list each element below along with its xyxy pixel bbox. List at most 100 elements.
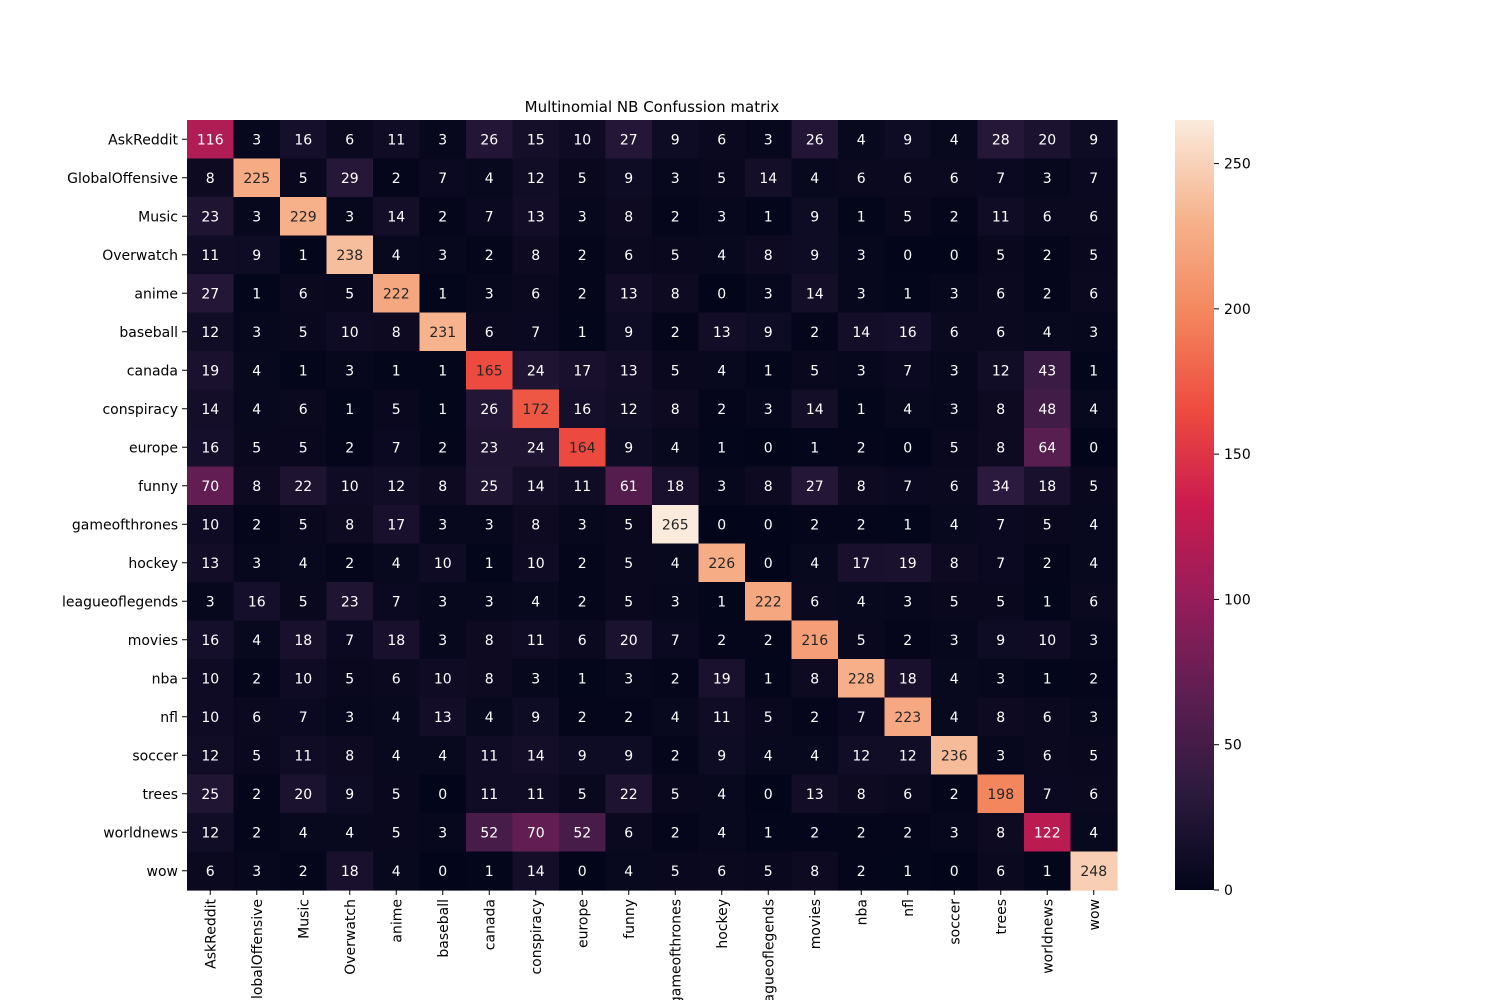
heatmap-cell bbox=[838, 120, 886, 160]
heatmap-cell bbox=[1024, 851, 1072, 891]
heatmap-cell bbox=[559, 274, 607, 314]
cell-value-label: 2 bbox=[671, 209, 680, 225]
heatmap-cell bbox=[187, 620, 235, 660]
cell-value-label: 4 bbox=[717, 363, 726, 379]
heatmap-cell bbox=[326, 466, 374, 506]
cell-value-label: 10 bbox=[434, 556, 452, 572]
heatmap-cell bbox=[419, 428, 467, 468]
heatmap-cell bbox=[977, 312, 1025, 352]
cell-value-label: 10 bbox=[341, 325, 359, 341]
heatmap-cell bbox=[838, 736, 886, 776]
heatmap-cell bbox=[326, 197, 374, 237]
cell-value-label: 3 bbox=[996, 671, 1005, 687]
cell-value-label: 3 bbox=[485, 286, 494, 302]
heatmap-cell bbox=[233, 774, 281, 814]
heatmap-cell bbox=[1070, 158, 1118, 198]
heatmap-cell bbox=[605, 274, 653, 314]
cell-value-label: 7 bbox=[345, 633, 354, 649]
column-tick-label: wow bbox=[1087, 899, 1103, 930]
cell-value-label: 14 bbox=[852, 325, 870, 341]
heatmap-cell bbox=[187, 543, 235, 583]
cell-value-label: 2 bbox=[810, 325, 819, 341]
cell-value-label: 231 bbox=[429, 325, 456, 341]
cell-value-label: 10 bbox=[341, 479, 359, 495]
column-tick-label: Music bbox=[296, 899, 312, 939]
heatmap-cell bbox=[652, 697, 700, 737]
heatmap-cell bbox=[233, 312, 281, 352]
row-tick-label: nba bbox=[152, 671, 178, 687]
cell-value-label: 1 bbox=[299, 363, 308, 379]
cell-value-label: 0 bbox=[764, 517, 773, 533]
heatmap-cell bbox=[931, 774, 979, 814]
heatmap-cell bbox=[233, 543, 281, 583]
heatmap-cell bbox=[373, 235, 421, 275]
cell-value-label: 0 bbox=[764, 440, 773, 456]
heatmap-cell bbox=[419, 582, 467, 622]
cell-value-label: 61 bbox=[620, 479, 638, 495]
cell-value-label: 1 bbox=[764, 671, 773, 687]
heatmap-cell bbox=[838, 697, 886, 737]
heatmap-cell bbox=[838, 312, 886, 352]
column-tick-label: hockey bbox=[715, 899, 731, 949]
heatmap-cell bbox=[1070, 697, 1118, 737]
cell-value-label: 1 bbox=[578, 671, 587, 687]
heatmap-cell bbox=[745, 543, 793, 583]
heatmap-cell bbox=[187, 351, 235, 391]
heatmap-cell bbox=[605, 389, 653, 429]
heatmap-cell bbox=[559, 466, 607, 506]
heatmap-cell bbox=[745, 505, 793, 545]
cell-value-label: 7 bbox=[996, 556, 1005, 572]
heatmap-cell bbox=[745, 158, 793, 198]
heatmap-cell bbox=[791, 543, 839, 583]
cell-value-label: 2 bbox=[857, 440, 866, 456]
heatmap-cell bbox=[466, 120, 514, 160]
cell-value-label: 236 bbox=[941, 748, 968, 764]
heatmap-cell bbox=[1024, 697, 1072, 737]
heatmap-cell bbox=[1070, 851, 1118, 891]
heatmap-cell bbox=[466, 389, 514, 429]
heatmap-cell bbox=[791, 466, 839, 506]
cell-value-label: 9 bbox=[810, 248, 819, 264]
heatmap-cell bbox=[745, 466, 793, 506]
cell-value-label: 27 bbox=[201, 286, 219, 302]
heatmap-cell bbox=[419, 158, 467, 198]
cell-value-label: 14 bbox=[527, 864, 545, 880]
cell-value-label: 11 bbox=[294, 748, 312, 764]
cell-value-label: 5 bbox=[252, 440, 261, 456]
heatmap-cell bbox=[373, 158, 421, 198]
cell-value-label: 7 bbox=[1089, 171, 1098, 187]
heatmap-cell bbox=[838, 659, 886, 699]
heatmap-cell bbox=[326, 351, 374, 391]
heatmap-cell bbox=[977, 274, 1025, 314]
colorbar-tick-label: 200 bbox=[1224, 302, 1251, 318]
cell-value-label: 3 bbox=[950, 402, 959, 418]
heatmap-cell bbox=[326, 120, 374, 160]
cell-value-label: 1 bbox=[392, 363, 401, 379]
heatmap-cell bbox=[745, 389, 793, 429]
heatmap-cell bbox=[373, 582, 421, 622]
heatmap-cell bbox=[559, 351, 607, 391]
heatmap-cell bbox=[884, 274, 932, 314]
heatmap-cell bbox=[652, 235, 700, 275]
heatmap-cell bbox=[698, 620, 746, 660]
cell-value-label: 2 bbox=[857, 517, 866, 533]
cell-value-label: 11 bbox=[201, 248, 219, 264]
heatmap-cell bbox=[1024, 197, 1072, 237]
heatmap-cell bbox=[791, 774, 839, 814]
cell-value-label: 2 bbox=[810, 517, 819, 533]
cell-value-label: 5 bbox=[1089, 479, 1098, 495]
cell-value-label: 6 bbox=[717, 864, 726, 880]
heatmap-cell bbox=[187, 158, 235, 198]
cell-value-label: 5 bbox=[671, 363, 680, 379]
row-tick-label: Music bbox=[138, 209, 178, 225]
heatmap-cell bbox=[605, 736, 653, 776]
heatmap-cell bbox=[791, 312, 839, 352]
heatmap-cell bbox=[559, 851, 607, 891]
cell-value-label: 16 bbox=[201, 633, 219, 649]
heatmap-cell bbox=[326, 851, 374, 891]
cell-value-label: 48 bbox=[1038, 402, 1056, 418]
colorbar-tick-label: 250 bbox=[1224, 157, 1251, 173]
heatmap-cell bbox=[791, 697, 839, 737]
cell-value-label: 7 bbox=[671, 633, 680, 649]
heatmap-cell bbox=[698, 505, 746, 545]
